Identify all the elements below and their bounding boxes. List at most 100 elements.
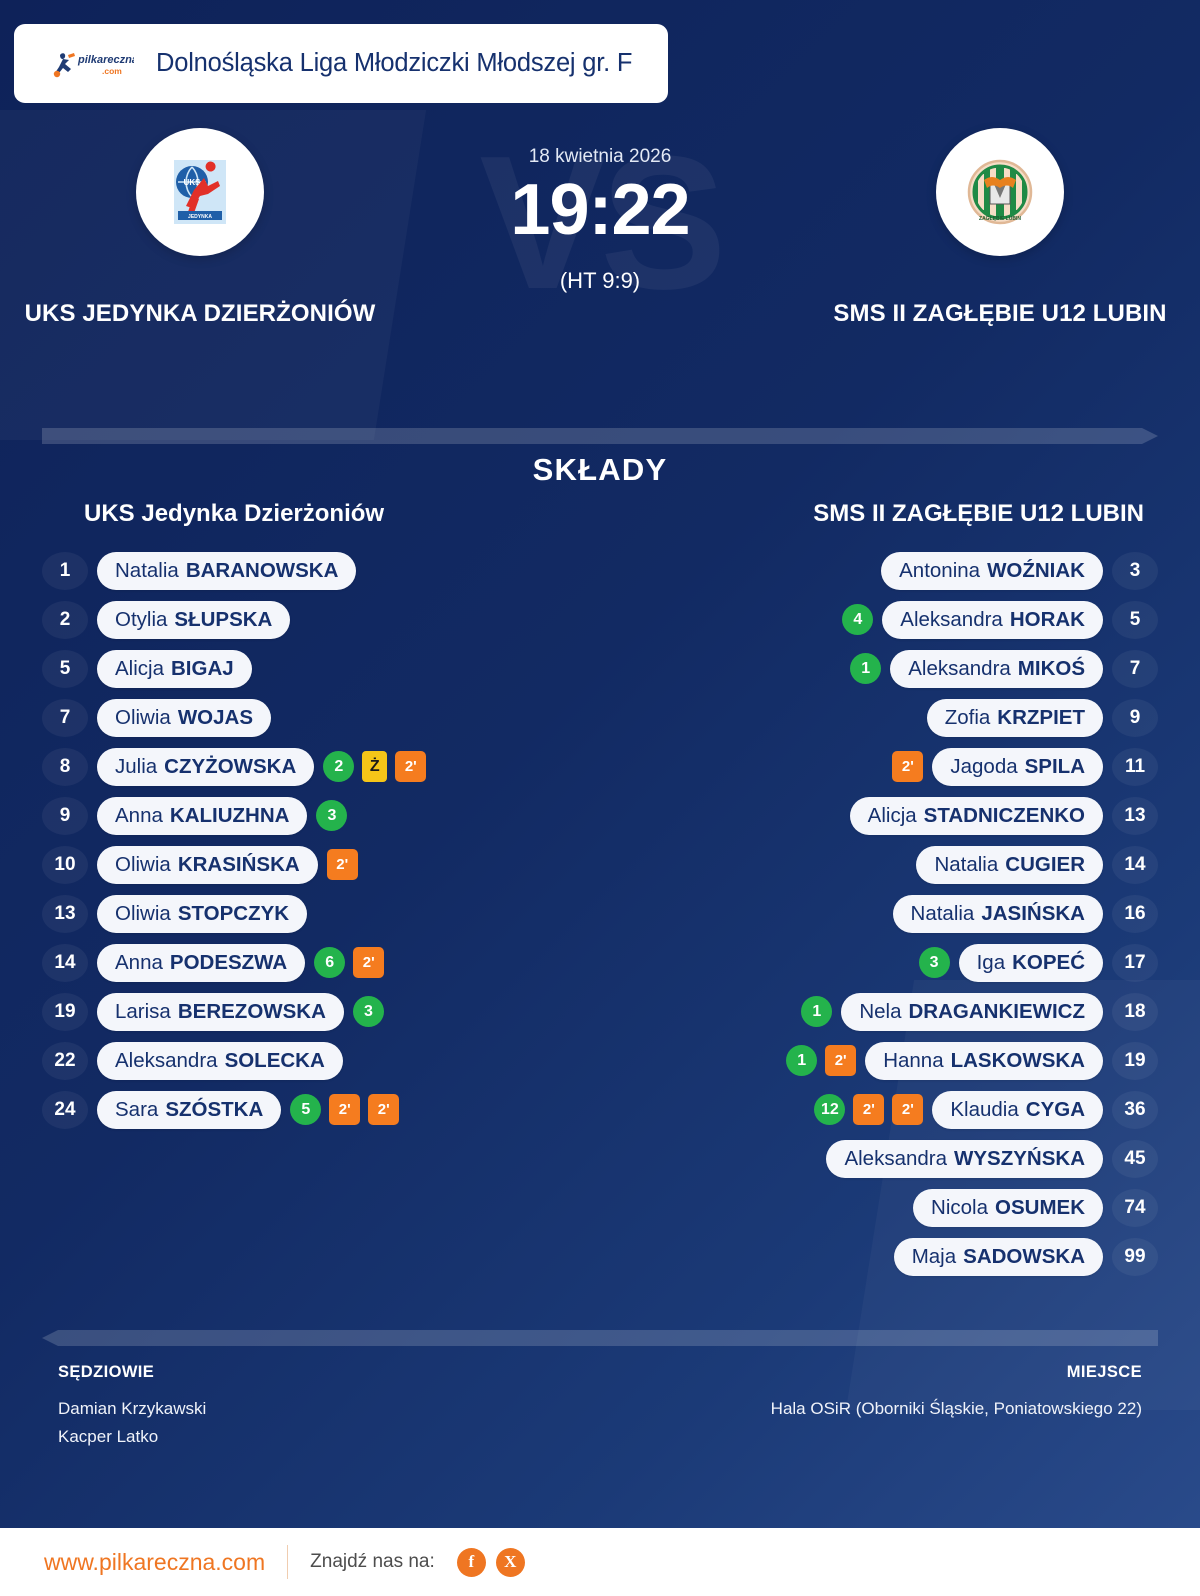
player-name-pill[interactable]: Hanna LASKOWSKA — [865, 1041, 1103, 1080]
player-name-pill[interactable]: Nela DRAGANKIEWICZ — [841, 992, 1103, 1031]
player-name-pill[interactable]: Larisa BEREZOWSKA — [97, 992, 344, 1031]
player-first-name: Natalia — [910, 901, 975, 925]
player-name-pill[interactable]: Aleksandra SOLECKA — [97, 1041, 343, 1080]
final-score: 19:22 — [510, 170, 690, 250]
player-name-pill[interactable]: Anna KALIUZHNA — [97, 796, 308, 835]
player-name-pill[interactable]: Natalia CUGIER — [916, 845, 1103, 884]
player-number: 74 — [1112, 1188, 1158, 1227]
player-row[interactable]: 3 Iga KOPEĆ 17 — [600, 938, 1158, 987]
player-row[interactable]: 19 Larisa BEREZOWSKA 3 — [42, 987, 600, 1036]
player-row[interactable]: Maja SADOWSKA 99 — [600, 1232, 1158, 1281]
player-name-pill[interactable]: Natalia BARANOWSKA — [97, 551, 357, 590]
facebook-icon[interactable]: f — [456, 1547, 486, 1577]
suspension-badge: 2' — [326, 849, 358, 880]
player-name-pill[interactable]: Alicja STADNICZENKO — [849, 796, 1103, 835]
player-first-name: Larisa — [115, 999, 171, 1023]
player-number: 3 — [1112, 551, 1158, 590]
player-badges: 2' — [326, 849, 358, 880]
player-name-pill[interactable]: Aleksandra HORAK — [882, 600, 1103, 639]
player-badges: 2' — [892, 751, 924, 782]
twitter-x-icon[interactable]: X — [495, 1547, 525, 1577]
player-row[interactable]: Natalia JASIŃSKA 16 — [600, 889, 1158, 938]
player-last-name: BEREZOWSKA — [177, 999, 326, 1023]
player-row[interactable]: Antonina WOŹNIAK 3 — [600, 546, 1158, 595]
goal-badge: 1 — [786, 1045, 818, 1076]
player-row[interactable]: 1 2' Hanna LASKOWSKA 19 — [600, 1036, 1158, 1085]
player-name-pill[interactable]: Julia CZYŻOWSKA — [97, 747, 315, 786]
player-first-name: Jagoda — [950, 754, 1018, 778]
player-row[interactable]: 9 Anna KALIUZHNA 3 — [42, 791, 600, 840]
player-row[interactable]: Aleksandra WYSZYŃSKA 45 — [600, 1134, 1158, 1183]
player-badges: 1 — [801, 996, 833, 1027]
player-last-name: SPILA — [1024, 754, 1085, 778]
player-row[interactable]: 1 Aleksandra MIKOŚ 7 — [600, 644, 1158, 693]
svg-text:UKS: UKS — [184, 178, 202, 187]
player-name-pill[interactable]: Otylia SŁUPSKA — [97, 600, 291, 639]
player-row[interactable]: 1 Natalia BARANOWSKA — [42, 546, 600, 595]
goal-badge: 3 — [918, 947, 950, 978]
player-row[interactable]: 1 Nela DRAGANKIEWICZ 18 — [600, 987, 1158, 1036]
player-name-pill[interactable]: Aleksandra MIKOŚ — [890, 649, 1103, 688]
player-row[interactable]: 4 Aleksandra HORAK 5 — [600, 595, 1158, 644]
player-row[interactable]: Alicja STADNICZENKO 13 — [600, 791, 1158, 840]
player-first-name: Alicja — [115, 656, 164, 680]
score-block: 18 kwietnia 2026 19:22 (HT 9:9) — [400, 128, 800, 294]
referees-heading: SĘDZIOWIE — [58, 1363, 155, 1381]
suspension-badge: 2' — [853, 1094, 885, 1125]
player-row[interactable]: 22 Aleksandra SOLECKA — [42, 1036, 600, 1085]
player-name-pill[interactable]: Maja SADOWSKA — [893, 1237, 1103, 1276]
player-badges: 5 2' 2' — [290, 1094, 400, 1125]
player-badges: 3 — [352, 996, 384, 1027]
player-name-pill[interactable]: Iga KOPEĆ — [958, 943, 1103, 982]
home-team-crest-icon: UKS JEDYNKA — [136, 128, 264, 256]
player-name-pill[interactable]: Oliwia STOPCZYK — [97, 894, 308, 933]
yellow-card-badge: Ż — [362, 751, 388, 782]
website-link[interactable]: www.pilkareczna.com — [44, 1548, 266, 1575]
player-name-pill[interactable]: Klaudia CYGA — [932, 1090, 1103, 1129]
player-name-pill[interactable]: Oliwia WOJAS — [97, 698, 272, 737]
player-row[interactable]: Nicola OSUMEK 74 — [600, 1183, 1158, 1232]
player-badges: 3 — [316, 800, 348, 831]
player-row[interactable]: 12 2' 2' Klaudia CYGA 36 — [600, 1085, 1158, 1134]
home-lineup-column: UKS Jedynka Dzierżoniów 1 Natalia BARANOWS… — [42, 500, 600, 1281]
player-first-name: Aleksandra — [900, 607, 1003, 631]
player-name-pill[interactable]: Aleksandra WYSZYŃSKA — [826, 1139, 1103, 1178]
player-first-name: Zofia — [944, 705, 991, 729]
goal-badge: 1 — [850, 653, 882, 684]
player-row[interactable]: Zofia KRZPIET 9 — [600, 693, 1158, 742]
player-badges: 12 2' 2' — [814, 1094, 924, 1125]
teams-header: UKS JEDYNKA UKS JEDYNKA DZIERŻONIÓW 18 k… — [0, 128, 1200, 388]
player-row[interactable]: Natalia CUGIER 14 — [600, 840, 1158, 889]
player-name-pill[interactable]: Jagoda SPILA — [932, 747, 1103, 786]
player-row[interactable]: 8 Julia CZYŻOWSKA 2 Ż 2' — [42, 742, 600, 791]
player-number: 45 — [1112, 1139, 1158, 1178]
player-name-pill[interactable]: Natalia JASIŃSKA — [892, 894, 1103, 933]
goal-badge: 3 — [316, 800, 348, 831]
player-row[interactable]: 14 Anna PODESZWA 6 2' — [42, 938, 600, 987]
bottom-divider — [287, 1545, 289, 1579]
player-name-pill[interactable]: Oliwia KRASIŃSKA — [97, 845, 318, 884]
referee-name: Kacper Latko — [58, 1426, 159, 1446]
suspension-badge: 2' — [825, 1045, 857, 1076]
player-name-pill[interactable]: Zofia KRZPIET — [926, 698, 1103, 737]
player-row[interactable]: 5 Alicja BIGAJ — [42, 644, 600, 693]
halftime-score: (HT 9:9) — [559, 267, 641, 293]
player-row[interactable]: 24 Sara SZÓSTKA 5 2' 2' — [42, 1085, 600, 1134]
player-name-pill[interactable]: Sara SZÓSTKA — [97, 1090, 282, 1129]
player-name-pill[interactable]: Alicja BIGAJ — [97, 649, 252, 688]
player-number: 13 — [1112, 796, 1158, 835]
player-name-pill[interactable]: Nicola OSUMEK — [913, 1188, 1103, 1227]
player-name-pill[interactable]: Antonina WOŹNIAK — [881, 551, 1103, 590]
player-row[interactable]: 10 Oliwia KRASIŃSKA 2' — [42, 840, 600, 889]
player-row[interactable]: 13 Oliwia STOPCZYK — [42, 889, 600, 938]
player-name-pill[interactable]: Anna PODESZWA — [97, 943, 306, 982]
player-row[interactable]: 2 Otylia SŁUPSKA — [42, 595, 600, 644]
goal-badge: 4 — [842, 604, 874, 635]
player-first-name: Alicja — [867, 803, 917, 827]
player-badges: 4 — [842, 604, 874, 635]
player-row[interactable]: 2' Jagoda SPILA 11 — [600, 742, 1158, 791]
player-row[interactable]: 7 Oliwia WOJAS — [42, 693, 600, 742]
player-first-name: Aleksandra — [908, 656, 1011, 680]
suspension-badge: 2' — [395, 751, 427, 782]
